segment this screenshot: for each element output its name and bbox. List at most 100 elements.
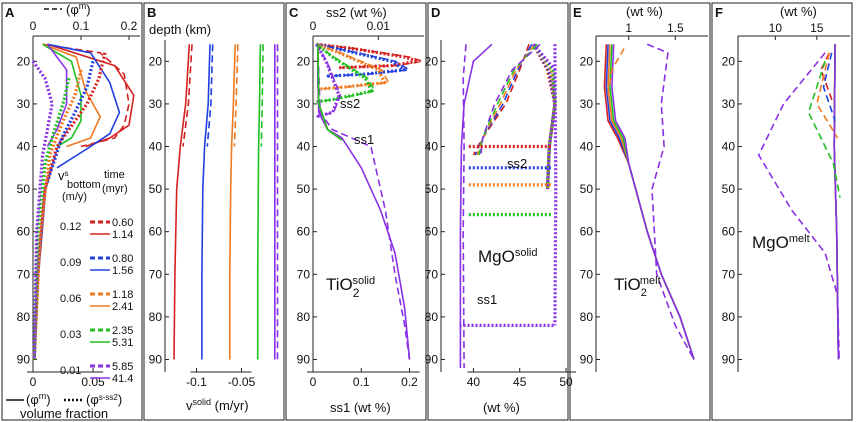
panel-a-xtick-label: 0.2 <box>121 19 138 33</box>
panel-b-xlabel: vsolid (m/yr) <box>186 397 249 413</box>
panel-a-bottom-label-1: (φm) <box>26 391 51 407</box>
panel-b-series-red-dashed <box>182 44 193 147</box>
panel-c-species: TiO2solid <box>326 275 375 300</box>
legend-velocity: 0.01 <box>60 365 81 377</box>
panel-c-ss2-orange <box>315 42 387 91</box>
panel-a-series-orange-solid <box>42 43 101 148</box>
panel-c-ss1-0 <box>317 44 411 360</box>
panel-b-frame <box>143 2 285 421</box>
panel-b-ytick-label: 80 <box>149 310 163 324</box>
panel-d-ss1-solid <box>459 43 493 368</box>
panel-letter-b: B <box>147 5 156 20</box>
panel-f-ytick-label: 60 <box>722 225 736 239</box>
panel-c-ss2-dashed-purple <box>315 43 342 118</box>
panel-f-ytick-label: 40 <box>722 139 736 153</box>
panel-a-bottom-label-2: (φs-ss2) <box>86 392 122 407</box>
legend-velocity: 0.12 <box>60 221 81 233</box>
panel-f-ytick-label: 90 <box>722 352 736 366</box>
panel-f-ytick-label: 70 <box>722 267 736 281</box>
panel-a-top-axis-label: (φm) <box>66 1 91 17</box>
panel-e-xtick-label: 1.5 <box>667 21 684 35</box>
panel-d-ytick-label: 50 <box>425 182 439 196</box>
panel-c-ss1-green <box>317 44 343 141</box>
panel-e-ytick-label: 70 <box>580 267 594 281</box>
panel-a-ytick-label: 90 <box>17 352 31 366</box>
panel-e-purple-dashed <box>646 43 695 360</box>
panel-b-series-green <box>256 44 262 360</box>
panel-c-xtick-bottom-label: 0 <box>310 375 317 389</box>
panel-e-xtick-label: 1 <box>625 21 632 35</box>
panel-c-ytick-label: 40 <box>297 139 311 153</box>
panel-c-ytick-label: 20 <box>297 54 311 68</box>
panel-a-ytick-label: 30 <box>17 97 31 111</box>
panel-d-ytick-label: 30 <box>425 97 439 111</box>
panel-c-ytick-label: 90 <box>297 352 311 366</box>
panel-letter-f: F <box>715 5 723 20</box>
panel-a-bottom-title: volume fraction <box>20 406 108 421</box>
panel-a-xtick-bottom-label: 0 <box>30 375 37 389</box>
panel-c-ss2-dashed-green <box>315 43 376 103</box>
panel-b-series-blue <box>201 44 211 360</box>
panel-letter-a: A <box>5 5 15 20</box>
panel-b-series-orange-dashed <box>233 44 239 147</box>
panel-b-ytick-label: 90 <box>149 352 163 366</box>
panel-d-plot: 20 30 40 50 60 70 80 90 40 45 50 <box>425 40 576 389</box>
panel-a-ytick-label: 20 <box>17 54 31 68</box>
panel-b-plot: 20 30 40 50 60 70 80 90 -0.1 -0.05 <box>149 40 279 389</box>
panel-a-plot: 20 30 40 50 60 70 80 90 0 0.1 0.2 0 0.05 <box>17 19 140 389</box>
panel-a-frame <box>1 2 143 421</box>
panel-c-frame <box>285 2 427 421</box>
panel-e-ytick-label: 50 <box>580 182 594 196</box>
panel-e-ytick-label: 60 <box>580 225 594 239</box>
legend-time-2: 1.56 <box>112 265 133 277</box>
panel-b-series-red <box>173 44 191 360</box>
legend-velocity: 0.03 <box>60 329 81 341</box>
legend-time-1: 0.80 <box>112 253 133 265</box>
panel-d-ytick-label: 20 <box>425 54 439 68</box>
legend-time-2: 2.41 <box>112 301 133 313</box>
panel-e-ytick-label: 20 <box>580 54 594 68</box>
panel-c-top-label: ss2 (wt %) <box>326 5 387 20</box>
panel-d-ytick-label: 70 <box>425 267 439 281</box>
panel-b-xtick-bottom-label: -0.05 <box>228 375 256 389</box>
panel-d-dotted-purple <box>532 43 557 190</box>
panel-a-series-red-dotted <box>32 52 107 360</box>
panel-f-ytick-label: 30 <box>722 97 736 111</box>
panel-d-ytick-label: 90 <box>425 352 439 366</box>
panel-f-xtick-label: 10 <box>769 21 783 35</box>
panel-f-solid-purple <box>833 44 840 360</box>
panel-d-dashed-purple <box>480 43 541 156</box>
panel-a-ytick-label: 70 <box>17 267 31 281</box>
panel-c-xtick-bottom-label: 0.2 <box>401 375 418 389</box>
panel-a-series-purple-solid <box>46 43 68 147</box>
panel-f-ytick-label: 20 <box>722 54 736 68</box>
panel-f-green-dashed <box>807 61 841 198</box>
panel-a-xtick-label: 0 <box>30 19 37 33</box>
panel-b-ytick-label: 60 <box>149 225 163 239</box>
panel-a-legend: vs bottom (m/y) time (myr) 0.12 0.601.140… <box>58 168 133 385</box>
panel-f-ytick-label: 50 <box>722 182 736 196</box>
panel-e-frame <box>569 2 711 421</box>
panel-letter-e: E <box>573 5 582 20</box>
panel-c-ss2-label: ss2 <box>340 96 360 111</box>
panel-c-ss1-1 <box>317 44 411 360</box>
panel-f-top-label: (wt %) <box>780 4 817 19</box>
panel-e-orange-dashed <box>607 48 625 96</box>
panel-e-ytick-label: 80 <box>580 310 594 324</box>
panel-b-ytick-label: 40 <box>149 139 163 153</box>
panel-a-ytick-label: 40 <box>17 139 31 153</box>
legend-time-2: 1.14 <box>112 229 133 241</box>
legend-v-head: vs <box>58 168 69 183</box>
panel-c-plot: 20 30 40 50 60 70 80 90 0 0.01 0 0.1 0.2 <box>297 19 424 389</box>
panel-d-xtick-bottom-label: 45 <box>513 375 527 389</box>
panel-d-dashed-orange <box>476 43 536 156</box>
panel-b-depth-label: depth (km) <box>149 22 211 37</box>
panel-e-solid-red <box>603 44 695 360</box>
panel-d-ss1-dashed <box>462 44 467 369</box>
panel-f-xtick-label: 15 <box>810 21 824 35</box>
legend-time-1: 5.85 <box>112 361 133 373</box>
panel-d-dashed-red <box>472 44 530 156</box>
legend-time-1: 0.60 <box>112 217 133 229</box>
panel-c-ytick-label: 70 <box>297 267 311 281</box>
panel-f-orange-dashed <box>816 52 839 139</box>
